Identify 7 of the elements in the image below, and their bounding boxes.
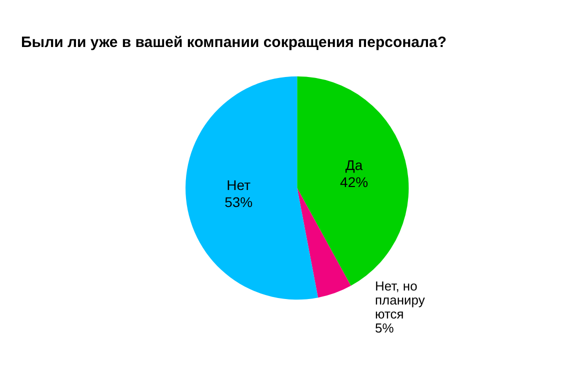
slice-label: Да [345,156,363,173]
data-label: 53% [224,194,253,210]
data-label: 5% [375,320,394,336]
slice-label: Нет [226,177,252,194]
slice-label: Нет, но планируются [375,278,426,322]
data-label: 42% [340,174,368,190]
chart-title: Были ли уже в вашей компании сокращения персонала? [21,34,447,51]
